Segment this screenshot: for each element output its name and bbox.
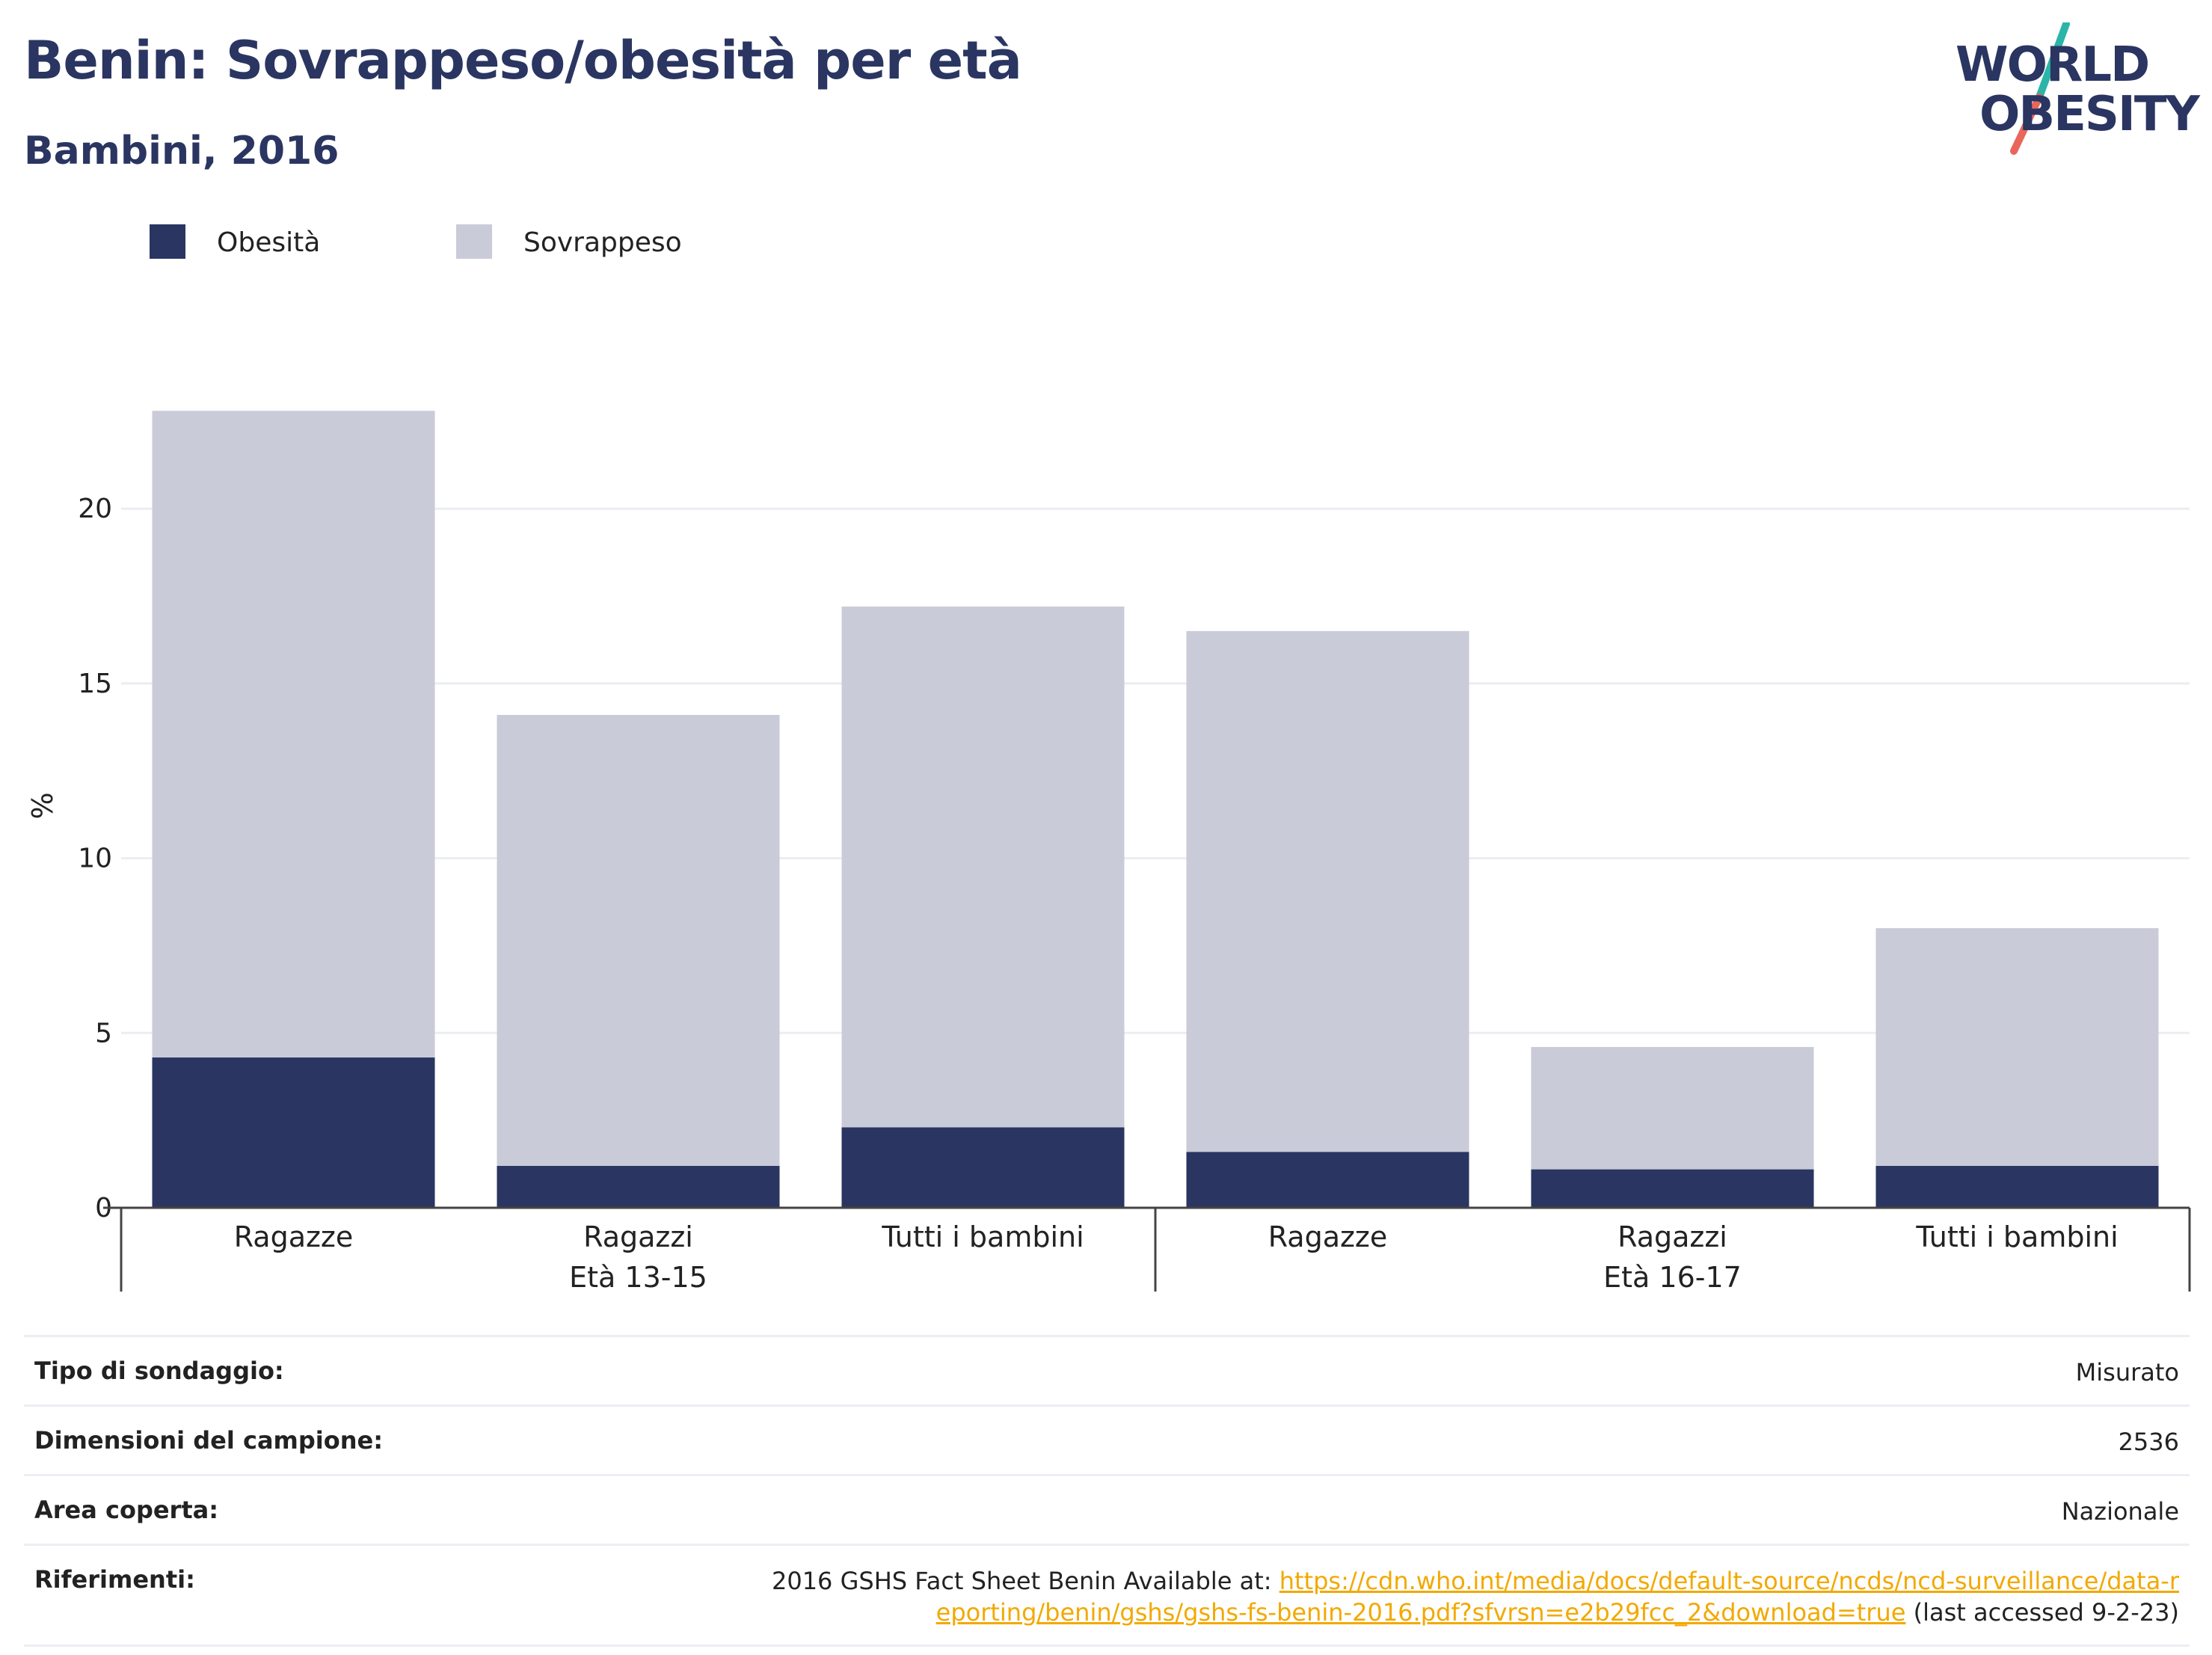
x-category-label: Ragazzi <box>1617 1220 1727 1253</box>
y-tick-label: 10 <box>78 844 112 874</box>
references-value: 2016 GSHS Fact Sheet Benin Available at:… <box>758 1565 2179 1628</box>
x-category-label: Tutti i bambini <box>881 1220 1084 1253</box>
x-group-label: Età 16-17 <box>1603 1261 1742 1294</box>
info-row-sample-size: Dimensioni del campione: 2536 <box>24 1404 2190 1474</box>
info-label: Riferimenti: <box>34 1565 195 1594</box>
legend-swatch <box>456 224 492 259</box>
legend-label: Obesità <box>217 227 320 258</box>
bar-obesity <box>1186 1152 1469 1208</box>
x-category-label: Ragazze <box>234 1220 354 1253</box>
bar-overweight <box>841 607 1125 1128</box>
bar-overweight <box>497 714 780 1166</box>
world-obesity-logo: WORLD OBESITY <box>1956 22 2200 157</box>
legend-label: Sovrappeso <box>523 227 682 258</box>
bar-overweight <box>152 411 435 1058</box>
logo-text-obesity: OBESITY <box>1979 87 2200 142</box>
y-tick-label: 5 <box>95 1018 112 1048</box>
info-label: Dimensioni del campione: <box>34 1426 384 1455</box>
info-row-area: Area coperta: Nazionale <box>24 1474 2190 1544</box>
page-title: Benin: Sovrappeso/obesità per età <box>24 30 1022 91</box>
x-group-label: Età 13-15 <box>569 1261 707 1294</box>
references-suffix: (last accessed 9-2-23) <box>1905 1598 2179 1627</box>
info-row-references: Riferimenti: 2016 GSHS Fact Sheet Benin … <box>24 1544 2190 1647</box>
y-tick-label: 15 <box>78 669 112 699</box>
info-row-survey-type: Tipo di sondaggio: Misurato <box>24 1335 2190 1404</box>
info-value: Nazionale <box>2061 1497 2179 1526</box>
references-link[interactable]: https://cdn.who.int/media/docs/default-s… <box>936 1567 2179 1627</box>
bar-overweight <box>1875 928 2159 1166</box>
x-category-label: Ragazzi <box>583 1220 693 1253</box>
legend-swatch <box>150 224 185 259</box>
info-value: Misurato <box>2075 1358 2179 1387</box>
bar-obesity <box>841 1127 1125 1208</box>
bar-overweight <box>1186 630 1469 1152</box>
info-label: Tipo di sondaggio: <box>34 1357 284 1385</box>
bar-obesity <box>1875 1165 2159 1208</box>
survey-info-table: Tipo di sondaggio: Misurato Dimensioni d… <box>24 1335 2190 1647</box>
page-subtitle: Bambini, 2016 <box>24 129 340 174</box>
bar-obesity <box>152 1057 435 1208</box>
logo-slash-icon <box>2010 22 2070 155</box>
info-label: Area coperta: <box>34 1496 219 1524</box>
bar-obesity <box>497 1165 780 1208</box>
references-prefix: 2016 GSHS Fact Sheet Benin Available at: <box>771 1567 1279 1595</box>
y-tick-label: 20 <box>78 494 112 524</box>
bar-overweight <box>1531 1047 1814 1170</box>
y-axis-label: % <box>26 792 59 819</box>
logo-text-world: WORLD <box>1956 37 2150 93</box>
x-category-label: Ragazze <box>1268 1220 1388 1253</box>
x-category-label: Tutti i bambini <box>1915 1220 2118 1253</box>
info-value: 2536 <box>2118 1428 2179 1456</box>
bar-obesity <box>1531 1169 1814 1208</box>
